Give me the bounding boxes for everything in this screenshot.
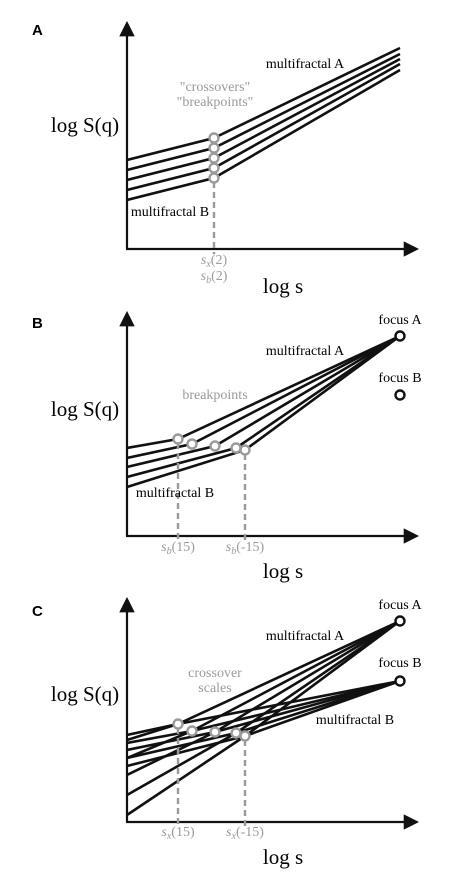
annotation: focus A bbox=[378, 313, 422, 328]
annotation: "crossovers" bbox=[180, 80, 251, 95]
curves bbox=[126, 46, 401, 202]
breakpoints bbox=[172, 718, 251, 742]
annotation: multifractal A bbox=[266, 57, 345, 72]
panel-b: B log S(q) log s focus A focus B multifr… bbox=[32, 310, 422, 583]
x-axis-label: log s bbox=[263, 559, 303, 583]
annotation: multifractal B bbox=[131, 205, 209, 220]
panel-label: B bbox=[32, 315, 43, 332]
panel-a: A log S(q) log s multifractal A multifra… bbox=[32, 20, 420, 298]
breakpoints bbox=[208, 132, 220, 184]
y-axis-label: log S(q) bbox=[51, 682, 119, 706]
x-axis-label: log s bbox=[263, 274, 303, 298]
annotation: multifractal A bbox=[266, 629, 345, 644]
scale-label: sx(2) bbox=[201, 253, 228, 270]
annotation: scales bbox=[198, 681, 231, 696]
focus-point bbox=[394, 615, 406, 627]
scale-label: sx(15) bbox=[161, 825, 195, 842]
annotation: crossover bbox=[188, 666, 242, 681]
curves bbox=[126, 334, 401, 489]
annotation: "breakpoints" bbox=[177, 95, 254, 110]
scale-label: sb(-15) bbox=[226, 540, 265, 557]
scale-label: sb(15) bbox=[161, 540, 195, 557]
panel-label: C bbox=[32, 603, 43, 620]
y-axis-label: log S(q) bbox=[51, 397, 119, 421]
focus-point bbox=[394, 675, 406, 687]
panel-label: A bbox=[32, 22, 43, 39]
annotation: focus B bbox=[378, 371, 421, 386]
breakpoints bbox=[172, 433, 251, 456]
panel-c: C log S(q) log s focus A focus B multifr… bbox=[32, 596, 422, 869]
focus-point bbox=[394, 330, 406, 342]
annotation: multifractal B bbox=[136, 486, 214, 501]
annotation: breakpoints bbox=[182, 388, 247, 403]
scale-label: sx(-15) bbox=[226, 825, 264, 842]
x-axis-label: log s bbox=[263, 845, 303, 869]
annotation: focus B bbox=[378, 656, 421, 671]
annotation: multifractal A bbox=[266, 344, 345, 359]
scale-label: sb(2) bbox=[201, 269, 228, 286]
annotation: multifractal B bbox=[316, 713, 394, 728]
annotation: focus A bbox=[378, 598, 422, 613]
y-axis-label: log S(q) bbox=[51, 113, 119, 137]
focus-point bbox=[394, 389, 406, 401]
